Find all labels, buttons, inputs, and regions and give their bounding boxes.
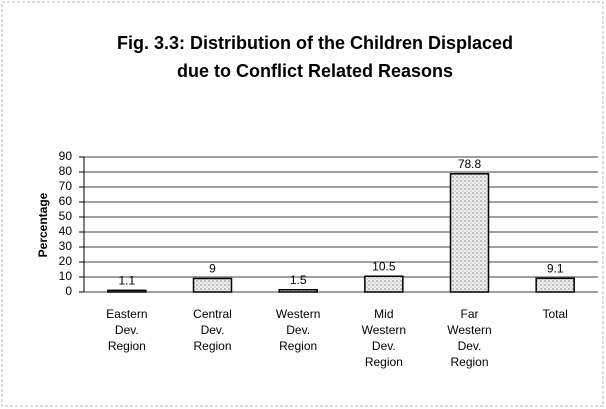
bar (107, 289, 147, 293)
bar (278, 289, 318, 293)
y-axis-label: Percentage (36, 192, 50, 257)
data-label: 9 (209, 262, 216, 276)
bar (192, 277, 233, 293)
data-label: 78.8 (458, 157, 482, 171)
x-tick-label: Total (542, 307, 568, 321)
bar (535, 277, 575, 293)
y-tick-label: 90 (59, 149, 73, 163)
x-tick-label: Western Dev. Region (275, 307, 321, 353)
bar (449, 173, 490, 293)
x-tick-label: Central Dev. Region (193, 307, 232, 353)
y-tick-label: 30 (59, 239, 73, 253)
y-tick-label: 20 (59, 254, 73, 268)
chart-title: due to Conflict Related Reasons (177, 61, 453, 81)
data-label: 1.5 (290, 273, 307, 287)
chart-title: Fig. 3.3: Distribution of the Children D… (117, 33, 513, 53)
y-tick-label: 40 (59, 224, 73, 238)
y-tick-label: 0 (65, 284, 72, 298)
y-tick-label: 10 (59, 269, 73, 283)
data-label: 1.1 (118, 274, 135, 288)
bar (364, 275, 404, 293)
x-tick-label: Far Western Dev. Region (447, 307, 492, 369)
y-tick-label: 70 (59, 179, 73, 193)
data-label: 9.1 (547, 262, 564, 276)
y-tick-label: 80 (59, 164, 73, 178)
y-tick-label: 60 (59, 194, 73, 208)
x-tick-label: Eastern Dev. Region (106, 307, 148, 353)
y-tick-label: 50 (59, 209, 73, 223)
data-label: 10.5 (372, 259, 396, 273)
x-tick-label: Mid Western Dev. Region (361, 307, 407, 369)
